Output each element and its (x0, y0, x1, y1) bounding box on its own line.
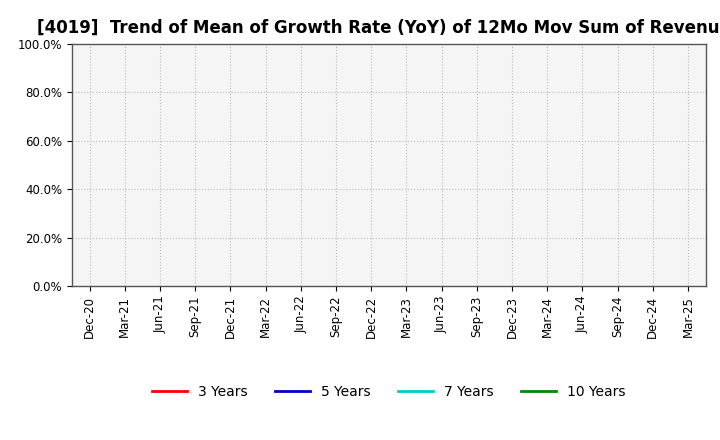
Legend: 3 Years, 5 Years, 7 Years, 10 Years: 3 Years, 5 Years, 7 Years, 10 Years (146, 380, 631, 405)
Title: [4019]  Trend of Mean of Growth Rate (YoY) of 12Mo Mov Sum of Revenues: [4019] Trend of Mean of Growth Rate (YoY… (37, 19, 720, 37)
